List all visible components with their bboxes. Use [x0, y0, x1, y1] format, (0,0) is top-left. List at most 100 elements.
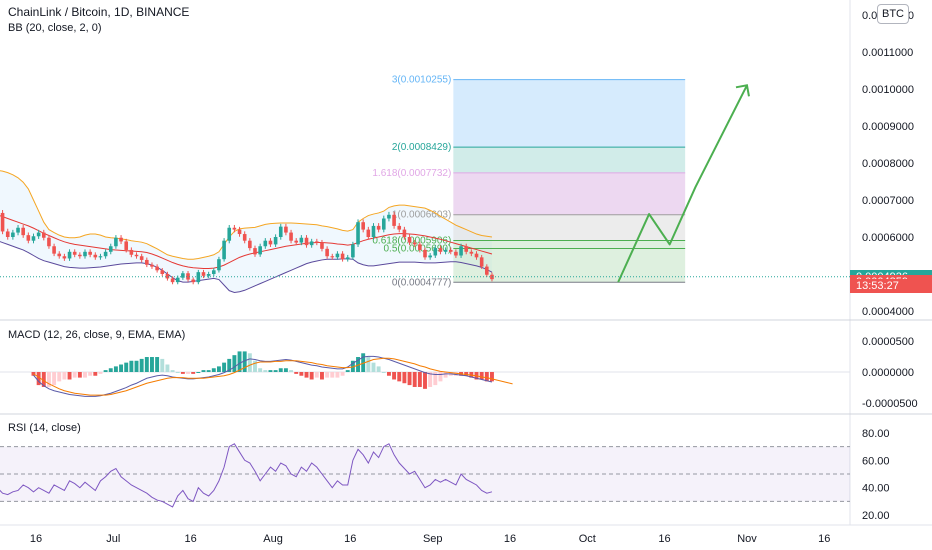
- macd-hist-bar: [258, 368, 263, 372]
- time-tick-label: 16: [818, 533, 830, 545]
- macd-hist-bar: [366, 357, 371, 372]
- macd-hist-bar: [139, 358, 144, 372]
- macd-line: [33, 355, 493, 397]
- candle-body: [88, 251, 92, 255]
- macd-hist-bar: [186, 372, 190, 374]
- price-tick-label: 0.0011000: [862, 47, 913, 59]
- candle-body: [438, 248, 443, 252]
- candle-body: [62, 256, 67, 259]
- price-axis[interactable]: 0.00120000.00110000.00100000.00090000.00…: [862, 10, 918, 522]
- macd-hist-bar: [124, 362, 129, 372]
- macd-hist-bar: [206, 370, 211, 372]
- candle-body: [315, 241, 319, 243]
- time-tick-label: Sep: [423, 533, 443, 545]
- macd-hist-bar: [62, 372, 67, 380]
- macd-hist-bar: [278, 368, 283, 372]
- fib-extension[interactable]: 3(0.0010255) 2(0.0008429) 1.618(0.0007732)…: [372, 75, 686, 289]
- macd-hist-bar: [283, 368, 288, 372]
- fib-level-label: 0(0.0004777): [392, 277, 452, 288]
- projection-arrow[interactable]: [617, 84, 750, 283]
- macd-hist-bar: [196, 372, 201, 373]
- macd-hist-bar: [371, 362, 376, 372]
- macd-hist-bar: [268, 370, 273, 372]
- candle-body: [392, 214, 396, 226]
- candle-body: [145, 259, 149, 265]
- candle-body: [5, 231, 10, 237]
- macd-hist-bar: [222, 362, 227, 372]
- candle-body: [284, 226, 288, 233]
- fib-zone: [453, 248, 686, 283]
- currency-badge[interactable]: BTC: [877, 4, 909, 24]
- candle-body: [273, 237, 278, 245]
- macd-hist-bar: [438, 372, 443, 382]
- candle-body: [490, 274, 494, 280]
- macd-hist-bar: [160, 358, 165, 372]
- candle-body: [340, 253, 345, 260]
- candle-body: [139, 256, 144, 260]
- fib-level-label: 1(0.0006603): [392, 210, 452, 221]
- macd-pane: [0, 351, 850, 397]
- macd-hist-bar: [134, 360, 139, 372]
- rsi-title: RSI (14, close): [8, 422, 81, 434]
- macd-hist-bar: [433, 372, 438, 386]
- fib-zone: [453, 147, 686, 173]
- macd-hist-bar: [428, 372, 433, 387]
- candle-body: [191, 279, 195, 283]
- macd-hist-bar: [67, 372, 72, 380]
- candle-body: [381, 218, 386, 230]
- candle-body: [124, 241, 129, 250]
- macd-hist-bar: [443, 372, 448, 378]
- macd-hist-bar: [484, 372, 489, 382]
- macd-hist-bar: [242, 351, 247, 372]
- macd-hist-bar: [320, 372, 324, 380]
- rsi-line: [0, 443, 493, 508]
- candle-body: [232, 227, 237, 230]
- macd-hist-bar: [490, 372, 494, 382]
- time-tick-label: 16: [184, 533, 196, 545]
- macd-hist-bar: [392, 372, 397, 380]
- projection-path: [617, 84, 748, 283]
- candle-body: [103, 251, 108, 257]
- macd-hist-bar: [253, 360, 257, 372]
- fib-level-label: 3(0.0010255): [392, 75, 452, 86]
- candle-body: [83, 251, 87, 257]
- candle-body: [41, 232, 46, 238]
- macd-hist-bar: [273, 370, 278, 372]
- candle-body: [304, 237, 309, 246]
- fib-level-label: 0.618(0.0005906): [372, 235, 451, 246]
- candle-body: [454, 251, 458, 256]
- rsi-pane: [0, 443, 850, 508]
- macd-hist-bar: [263, 370, 268, 372]
- bb-band-fill: [0, 170, 492, 293]
- macd-hist-bar: [330, 372, 335, 378]
- macd-hist-bar: [57, 372, 62, 382]
- macd-hist-bar: [150, 357, 154, 372]
- bb-title: BB (20, close, 2, 0): [8, 22, 102, 34]
- candle-body: [227, 227, 232, 241]
- bb-basis-line: [0, 215, 493, 269]
- price-tick-label: 0.0004000: [862, 306, 914, 318]
- bb-fill: [0, 170, 492, 293]
- macd-hist-bar: [108, 368, 113, 372]
- macd-hist-bar: [479, 372, 484, 380]
- macd-hist-bar: [386, 372, 391, 376]
- candle-body: [47, 237, 51, 247]
- bb-lines: [0, 170, 493, 294]
- macd-hist-bar: [170, 370, 175, 372]
- macd-hist-bar: [345, 370, 350, 372]
- macd-hist-bar: [237, 351, 242, 372]
- candle-body: [134, 254, 139, 257]
- macd-hist-bar: [211, 368, 216, 372]
- macd-hist-bar: [340, 372, 345, 376]
- macd-hist-bar: [46, 372, 51, 387]
- candle-body: [345, 257, 350, 260]
- bb-lower-line: [0, 241, 493, 294]
- candle-body: [108, 246, 113, 252]
- candle-body: [31, 236, 36, 241]
- macd-hist-bar: [113, 366, 118, 372]
- candle-body: [356, 222, 360, 245]
- candle-body: [26, 235, 31, 241]
- price-tick-label: 0.0010000: [862, 84, 914, 96]
- time-axis[interactable]: 16 Jul 16 Aug 16 Sep 16 Oct 16 Nov 16: [30, 533, 830, 545]
